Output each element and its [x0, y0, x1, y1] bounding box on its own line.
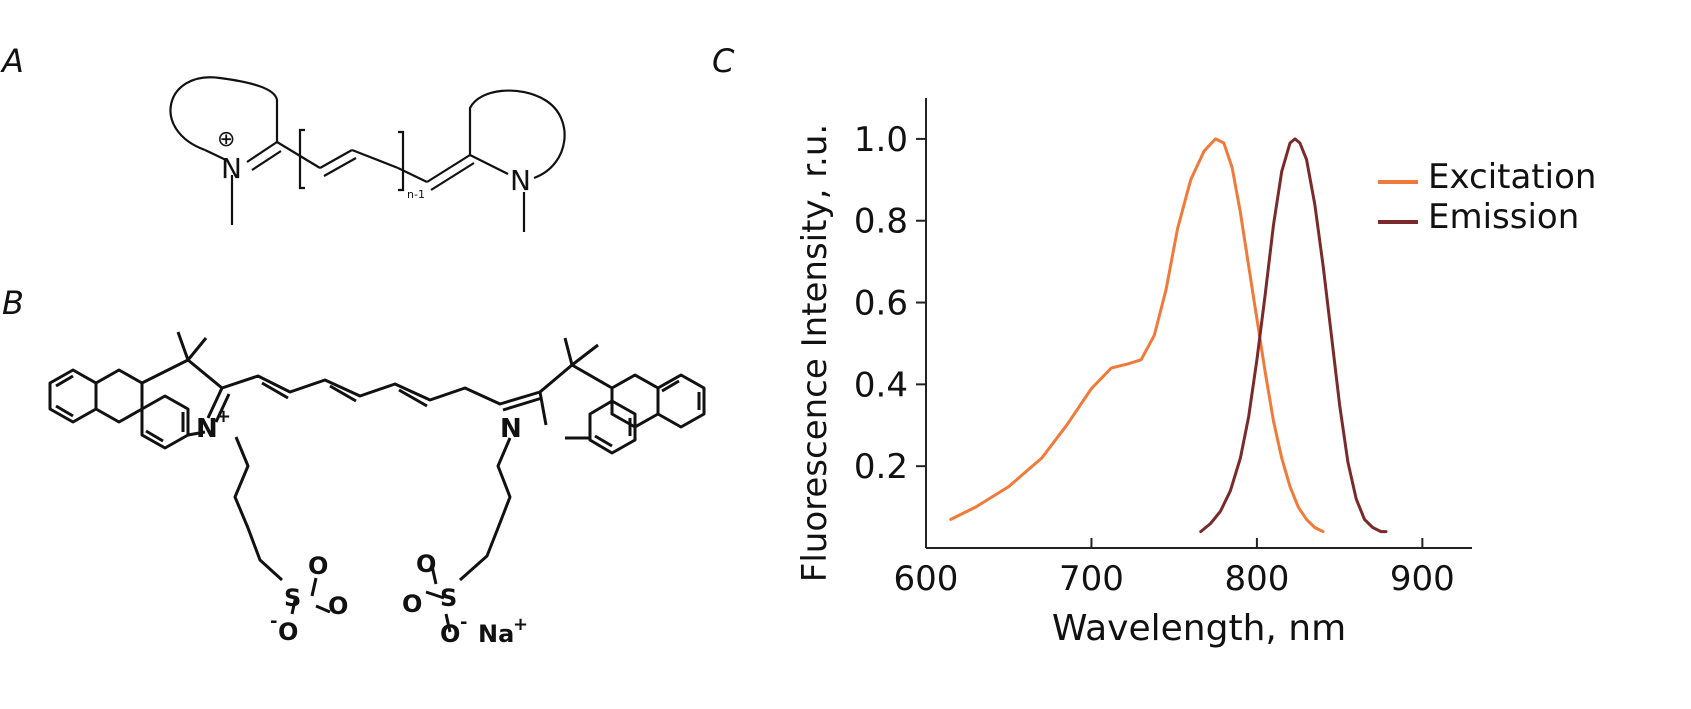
panel-label-b: B — [2, 284, 24, 322]
y-tick-label: 0.6 — [854, 284, 908, 324]
minus-charge-2: - — [460, 612, 467, 633]
oxygen-1: O — [308, 552, 328, 580]
y-tick-label: 0.8 — [854, 202, 908, 242]
y-tick-label: 1.0 — [854, 120, 908, 160]
nitrogen-left-charge: + — [216, 406, 231, 427]
x-tick-label: 900 — [1390, 559, 1455, 599]
y-axis-label: Fluorescence Intensity, r.u. — [795, 124, 835, 582]
oxygen-5: O — [402, 590, 422, 618]
panel-label-a: A — [2, 42, 24, 80]
sodium-charge: + — [513, 614, 528, 635]
series-line-emission — [1199, 137, 1388, 534]
nitrogen-right-b: N — [500, 414, 522, 444]
ring-right-3 — [656, 373, 706, 429]
x-tick-label: 600 — [894, 559, 959, 599]
chart-axes: 600 700 800 900 0.2 0.4 0.6 0.8 1.0 Wavelength, n… — [795, 98, 1472, 649]
structure-b-bonds — [48, 331, 706, 633]
oxygen-6: O — [440, 620, 460, 648]
minus-charge-1: - — [270, 611, 277, 632]
structure-a-bonds — [169, 76, 566, 232]
panel-label-c: C — [712, 42, 735, 80]
legend-label-excitation: Excitation — [1428, 157, 1596, 197]
nitrogen-left-a: N — [221, 152, 242, 185]
nitrogen-left-b: N — [196, 414, 218, 444]
x-axis-label: Wavelength, nm — [1052, 608, 1346, 649]
y-tick-label: 0.2 — [854, 447, 908, 487]
sulfur-2: S — [440, 584, 457, 612]
dye-structure: N + N O S O O - O S O O - Na + — [48, 331, 706, 648]
general-cyanine-structure: ⊕ N n-1 N — [169, 76, 566, 232]
oxygen-4: O — [416, 550, 436, 578]
plus-charge-a: ⊕ — [217, 127, 235, 152]
chart-series — [949, 137, 1388, 534]
nitrogen-right-a: N — [510, 164, 531, 197]
series-line-excitation — [949, 137, 1325, 534]
y-tick-label: 0.4 — [854, 365, 908, 405]
repeat-subscript: n-1 — [407, 188, 425, 201]
oxygen-3: O — [278, 618, 298, 646]
x-tick-label: 800 — [1224, 559, 1289, 599]
legend-label-emission: Emission — [1428, 197, 1579, 237]
oxygen-2: O — [328, 592, 348, 620]
sodium-label: Na — [478, 620, 514, 648]
x-tick-label: 700 — [1059, 559, 1124, 599]
sulfur-1: S — [284, 584, 301, 612]
